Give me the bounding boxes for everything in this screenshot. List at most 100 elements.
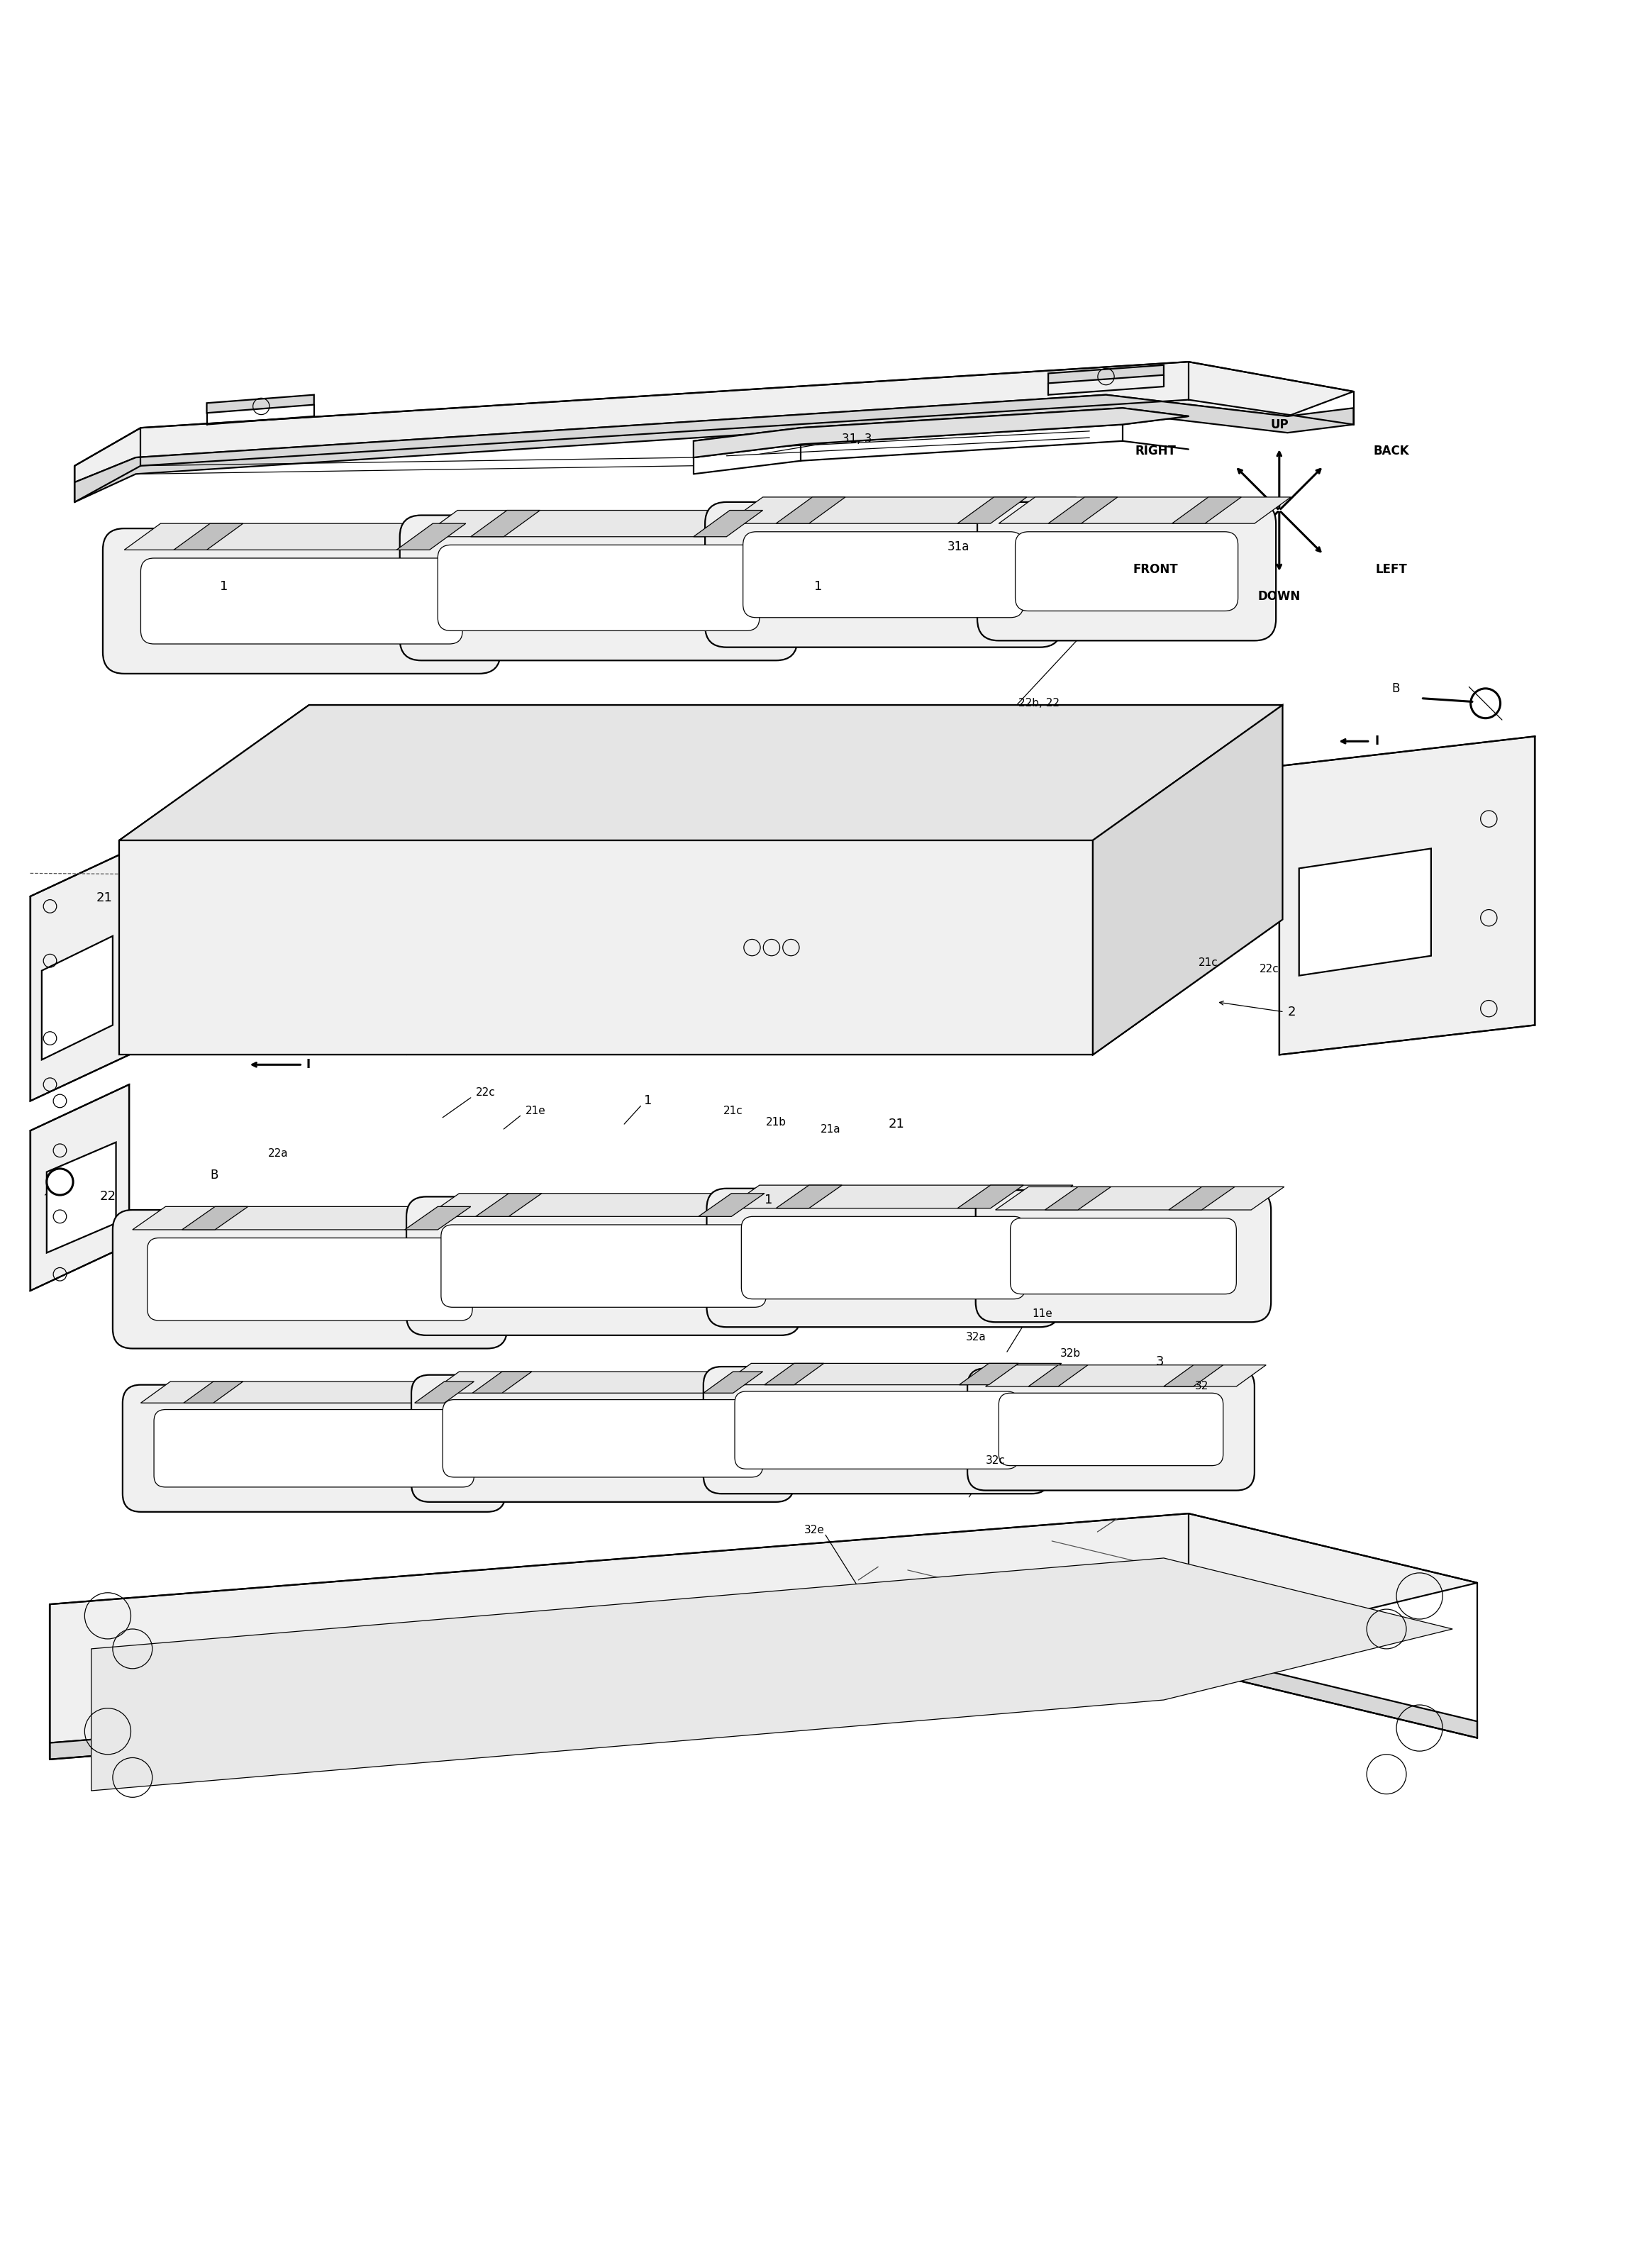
Polygon shape (74, 363, 1354, 483)
Polygon shape (1280, 737, 1535, 1055)
Polygon shape (183, 1381, 243, 1404)
Polygon shape (414, 1381, 474, 1404)
Polygon shape (396, 524, 466, 549)
Polygon shape (173, 524, 243, 549)
Polygon shape (1093, 705, 1283, 1055)
Text: UP: UP (1270, 417, 1288, 431)
Polygon shape (1164, 1365, 1223, 1386)
FancyBboxPatch shape (122, 1386, 505, 1513)
Polygon shape (50, 1513, 1478, 1742)
Text: 1: 1 (764, 1193, 773, 1207)
Polygon shape (726, 497, 1076, 524)
Text: 21c: 21c (723, 1105, 743, 1116)
Text: I: I (305, 1059, 310, 1070)
Polygon shape (74, 395, 1354, 501)
Text: B: B (210, 1168, 218, 1182)
Text: 22c: 22c (1260, 964, 1280, 975)
FancyBboxPatch shape (967, 1368, 1255, 1490)
FancyBboxPatch shape (703, 1368, 1050, 1495)
Text: 22a: 22a (267, 1148, 287, 1159)
Text: 31a: 31a (948, 540, 969, 553)
FancyBboxPatch shape (411, 1374, 794, 1501)
Polygon shape (30, 850, 129, 1100)
Polygon shape (206, 395, 314, 413)
Text: 1: 1 (644, 1095, 652, 1107)
Polygon shape (46, 1143, 116, 1252)
FancyBboxPatch shape (977, 501, 1276, 640)
Polygon shape (30, 1084, 129, 1290)
Text: 1: 1 (814, 581, 822, 592)
Polygon shape (996, 1186, 1284, 1209)
Polygon shape (698, 1193, 764, 1216)
Polygon shape (475, 1193, 542, 1216)
Text: 21: 21 (888, 1118, 905, 1129)
Text: 32c: 32c (986, 1456, 1005, 1465)
Polygon shape (41, 937, 112, 1059)
FancyBboxPatch shape (707, 1188, 1060, 1327)
Polygon shape (50, 1651, 1478, 1760)
Text: LEFT: LEFT (1375, 562, 1407, 576)
FancyBboxPatch shape (1010, 1218, 1237, 1295)
Text: 32e: 32e (804, 1524, 824, 1535)
FancyBboxPatch shape (102, 528, 500, 674)
Text: 11e: 11e (1032, 1309, 1052, 1320)
FancyBboxPatch shape (438, 544, 759, 631)
Polygon shape (958, 1186, 1024, 1209)
Text: 21a: 21a (821, 1123, 840, 1134)
Polygon shape (958, 497, 1027, 524)
Polygon shape (132, 1207, 520, 1229)
Text: 32b: 32b (1060, 1347, 1080, 1359)
FancyBboxPatch shape (441, 1225, 766, 1306)
FancyBboxPatch shape (735, 1390, 1019, 1470)
Text: 21e: 21e (525, 1105, 545, 1116)
Polygon shape (693, 408, 1189, 458)
Text: 21b: 21b (766, 1118, 786, 1127)
Text: 3: 3 (1156, 1356, 1164, 1368)
FancyBboxPatch shape (705, 501, 1062, 646)
Polygon shape (703, 1372, 763, 1393)
FancyBboxPatch shape (400, 515, 797, 660)
Polygon shape (91, 1558, 1453, 1792)
Text: 32a: 32a (966, 1331, 986, 1343)
Polygon shape (426, 1193, 814, 1216)
Polygon shape (693, 510, 763, 538)
Text: BACK: BACK (1374, 445, 1410, 458)
Text: I: I (1375, 735, 1379, 748)
Polygon shape (421, 510, 812, 538)
Polygon shape (721, 1363, 1062, 1386)
FancyBboxPatch shape (999, 1393, 1223, 1465)
Polygon shape (471, 510, 540, 538)
FancyBboxPatch shape (140, 558, 462, 644)
FancyBboxPatch shape (1015, 531, 1238, 610)
Polygon shape (726, 1186, 1073, 1209)
Text: 1: 1 (220, 581, 228, 592)
Text: 31, 3: 31, 3 (842, 433, 872, 447)
Polygon shape (776, 1186, 842, 1209)
Polygon shape (1169, 1186, 1235, 1209)
FancyBboxPatch shape (976, 1191, 1271, 1322)
Polygon shape (119, 705, 1283, 841)
Polygon shape (124, 524, 515, 549)
Polygon shape (1048, 365, 1164, 383)
Polygon shape (959, 1363, 1019, 1386)
Polygon shape (986, 1365, 1266, 1386)
FancyBboxPatch shape (154, 1408, 474, 1488)
FancyBboxPatch shape (147, 1238, 472, 1320)
Polygon shape (1048, 497, 1118, 524)
Text: 21c: 21c (1199, 957, 1218, 968)
Text: 32: 32 (1195, 1381, 1209, 1393)
FancyBboxPatch shape (741, 1216, 1025, 1300)
Polygon shape (404, 1207, 471, 1229)
Text: B: B (1392, 683, 1400, 694)
Text: 22c: 22c (475, 1086, 495, 1098)
Polygon shape (764, 1363, 824, 1386)
Polygon shape (776, 497, 845, 524)
Polygon shape (429, 1372, 806, 1393)
FancyBboxPatch shape (743, 531, 1024, 617)
FancyBboxPatch shape (406, 1198, 801, 1336)
Text: 22: 22 (99, 1191, 116, 1202)
Polygon shape (1029, 1365, 1088, 1386)
Text: RIGHT: RIGHT (1134, 445, 1176, 458)
FancyBboxPatch shape (442, 1399, 763, 1476)
Polygon shape (119, 841, 1093, 1055)
